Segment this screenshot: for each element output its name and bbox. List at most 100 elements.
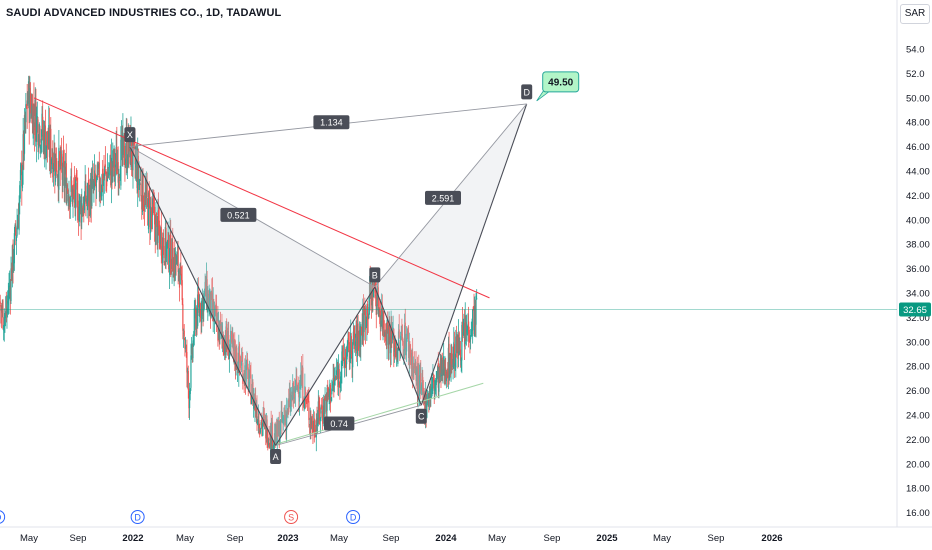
- dividend-event-label: D: [134, 513, 141, 523]
- time-axis-tick: May: [176, 533, 194, 544]
- pattern-leg-CD[interactable]: [420, 103, 528, 406]
- candle-body: [158, 209, 160, 226]
- pattern-leg-XA[interactable]: [129, 146, 277, 446]
- candle-body: [104, 167, 106, 177]
- candle-body: [98, 162, 100, 192]
- candle-body: [294, 380, 297, 393]
- candle-body: [114, 154, 116, 172]
- candle-body: [9, 285, 11, 287]
- candle-body: [82, 208, 84, 217]
- candle-body: [211, 293, 214, 313]
- candle-body: [399, 342, 401, 351]
- candle-body: [453, 342, 455, 361]
- candle-body: [358, 330, 361, 347]
- candle-body: [379, 310, 381, 327]
- time-axis-tick: May: [330, 533, 348, 544]
- candle-body: [240, 360, 243, 366]
- currency-button[interactable]: SAR: [900, 4, 930, 24]
- candle-body: [362, 305, 365, 337]
- candle-body: [197, 294, 199, 327]
- candle-body: [87, 179, 90, 207]
- candle-body: [185, 349, 187, 352]
- candle-body: [331, 388, 333, 395]
- candle-body: [274, 435, 276, 446]
- candle-body: [261, 419, 263, 429]
- candle-body: [463, 322, 466, 347]
- candle-body: [259, 428, 261, 433]
- candle-body: [240, 366, 242, 371]
- dividend-event-marker[interactable]: [130, 510, 145, 524]
- candle-body: [331, 384, 334, 385]
- candle-body: [446, 371, 448, 378]
- candle-body: [12, 243, 14, 271]
- candle-body: [245, 361, 247, 382]
- candle-body: [135, 161, 137, 168]
- candle-body: [322, 416, 324, 421]
- candle-body: [316, 417, 318, 425]
- candle-body: [107, 172, 109, 177]
- chart-title: SAUDI ADVANCED INDUSTRIES CO., 1D, TADAW…: [6, 7, 282, 19]
- split-event-marker[interactable]: [284, 510, 299, 524]
- price-axis-tick: 24.00: [906, 411, 930, 422]
- candle-body: [125, 136, 127, 156]
- ratio-label-box: [425, 190, 461, 205]
- trendline-support[interactable]: [275, 382, 484, 445]
- candle-body: [277, 420, 280, 435]
- candle-body: [10, 268, 12, 302]
- time-axis-tick: 2022: [122, 533, 143, 544]
- candle-body: [20, 165, 22, 172]
- dividend-event-marker[interactable]: [346, 510, 361, 524]
- time-axis[interactable]: May Sep 2022 May Sep 2023 May Sep 2024 May Sep 2025…: [20, 533, 783, 544]
- dividend-event-marker[interactable]: [0, 510, 6, 524]
- candle-body: [187, 370, 189, 390]
- candle-body: [166, 244, 168, 256]
- candle-body: [279, 419, 282, 435]
- pattern-triangle-xab: [129, 146, 375, 446]
- candle-body: [366, 306, 368, 326]
- candle-body: [333, 377, 335, 384]
- candle-body: [389, 335, 392, 354]
- candle-body: [149, 202, 151, 228]
- ratio-label: 1.134: [320, 118, 343, 128]
- candle-body: [419, 375, 421, 380]
- candle-body: [44, 124, 46, 153]
- candle-body: [158, 220, 160, 232]
- candle-body: [4, 314, 6, 318]
- candle-body: [195, 313, 197, 333]
- candle-body: [64, 177, 66, 189]
- candle-body: [248, 369, 251, 379]
- candle-body: [292, 382, 294, 398]
- candle-body: [428, 387, 431, 399]
- ratio-label-box: [313, 115, 350, 130]
- candle-body: [280, 410, 282, 418]
- candle-body: [23, 133, 25, 156]
- candle-body: [451, 366, 454, 367]
- candle-body: [162, 232, 164, 250]
- candle-body: [336, 373, 338, 375]
- candle-body: [327, 387, 330, 396]
- pattern-leg-BC[interactable]: [374, 286, 422, 406]
- candle-body: [236, 347, 238, 369]
- candle-body: [119, 180, 121, 181]
- candle-body: [191, 347, 193, 355]
- candle-body: [294, 392, 296, 398]
- candle-body: [339, 376, 342, 389]
- candle-body: [404, 322, 406, 349]
- candle-body: [194, 307, 196, 311]
- pattern-point-D: D: [523, 87, 530, 97]
- trendline-resistance[interactable]: [33, 97, 490, 299]
- candle-body: [416, 366, 418, 394]
- candle-body: [334, 377, 336, 380]
- pattern-leg-AB[interactable]: [275, 286, 376, 446]
- price-axis[interactable]: 16.00 18.00 20.00 22.00 24.00 26.00 28.00 30.00…: [899, 45, 931, 520]
- candle-body: [406, 331, 408, 336]
- candle-body: [61, 168, 63, 180]
- candle-body: [21, 162, 23, 187]
- candle-body: [354, 338, 356, 346]
- candle-body: [390, 323, 392, 353]
- target-callout[interactable]: [542, 71, 580, 93]
- candle-body: [443, 356, 445, 371]
- candle-body: [242, 362, 244, 384]
- candle-body: [250, 374, 252, 404]
